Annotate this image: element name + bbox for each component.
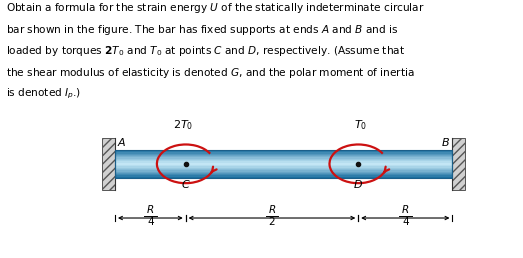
Bar bbox=[115, 150, 452, 151]
Bar bbox=[115, 177, 452, 178]
Bar bbox=[452, 138, 465, 190]
Bar bbox=[115, 160, 452, 161]
Text: the shear modulus of elasticity is denoted $\bf{\it{G}}$, and the polar moment o: the shear modulus of elasticity is denot… bbox=[6, 66, 415, 79]
Bar bbox=[115, 156, 452, 157]
Text: bar shown in the figure. The bar has fixed supports at ends $\bf{\it{A}}$ and $\: bar shown in the figure. The bar has fix… bbox=[6, 23, 399, 37]
Bar bbox=[115, 159, 452, 160]
Bar bbox=[115, 174, 452, 175]
Text: 4: 4 bbox=[147, 217, 154, 227]
Bar bbox=[115, 163, 452, 164]
Text: 4: 4 bbox=[402, 217, 408, 227]
Bar bbox=[115, 170, 452, 172]
Bar bbox=[115, 157, 452, 159]
Bar bbox=[115, 166, 452, 168]
Text: loaded by torques $\bf{2\it{T}_0}$ and $\bf{\it{T}_0}$ at points $\bf{\it{C}}$ a: loaded by torques $\bf{2\it{T}_0}$ and $… bbox=[6, 44, 405, 58]
Text: $T_0$: $T_0$ bbox=[354, 118, 368, 132]
Bar bbox=[115, 169, 452, 170]
Bar bbox=[115, 175, 452, 177]
Bar bbox=[115, 161, 452, 163]
Text: $2T_0$: $2T_0$ bbox=[173, 118, 193, 132]
Text: $R$: $R$ bbox=[401, 203, 410, 215]
Text: D: D bbox=[354, 180, 362, 190]
Text: $R$: $R$ bbox=[146, 203, 154, 215]
Text: A: A bbox=[118, 138, 126, 148]
Bar bbox=[115, 152, 452, 154]
Bar bbox=[115, 172, 452, 173]
Bar bbox=[115, 173, 452, 174]
Bar bbox=[102, 138, 115, 190]
Text: 2: 2 bbox=[269, 217, 275, 227]
Bar bbox=[115, 168, 452, 169]
Text: Obtain a formula for the strain energy $\it{U}$ of the statically indeterminate : Obtain a formula for the strain energy $… bbox=[6, 1, 425, 15]
Text: is denoted $\bf{\it{I}_p}$.): is denoted $\bf{\it{I}_p}$.) bbox=[6, 87, 82, 101]
Text: $R$: $R$ bbox=[268, 203, 276, 215]
Bar bbox=[115, 165, 452, 166]
Bar bbox=[115, 150, 452, 178]
Bar bbox=[115, 164, 452, 165]
Bar bbox=[115, 151, 452, 152]
Text: B: B bbox=[442, 138, 450, 148]
Text: C: C bbox=[182, 180, 189, 190]
Bar bbox=[115, 154, 452, 155]
Bar bbox=[115, 155, 452, 156]
